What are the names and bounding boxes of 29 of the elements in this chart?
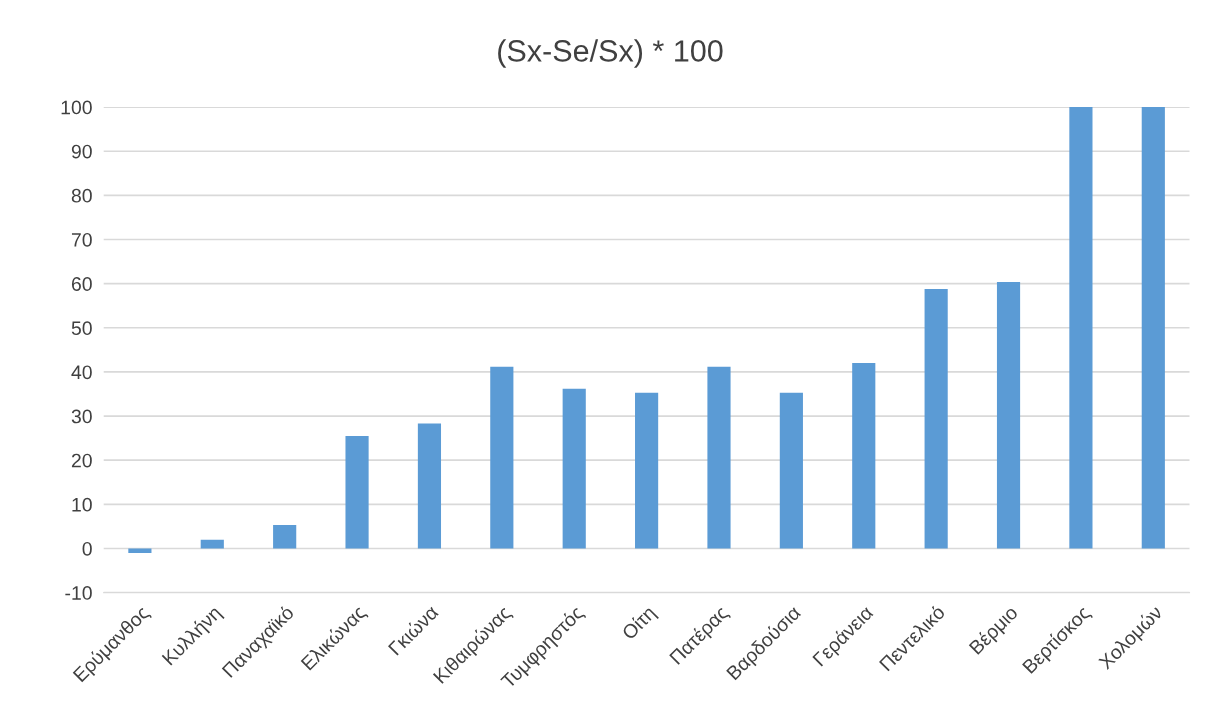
bar — [924, 288, 948, 549]
y-tick-label: 70 — [71, 232, 92, 247]
y-tick-label: 0 — [82, 541, 92, 556]
bar — [852, 363, 876, 549]
y-tick-label: 90 — [71, 144, 92, 159]
bar — [273, 525, 297, 549]
y-tick-label: 80 — [71, 188, 92, 203]
bar — [1069, 107, 1093, 549]
y-tick-label: 10 — [72, 497, 92, 512]
bar — [635, 392, 659, 549]
bar — [562, 388, 586, 549]
chart-title: (Sx-Se/Sx) * 100 — [498, 39, 723, 68]
bar — [417, 423, 442, 549]
bar — [128, 548, 152, 553]
bar — [707, 366, 731, 549]
y-tick-label: 50 — [71, 321, 92, 336]
y-tick-label: 60 — [71, 277, 92, 291]
bar — [779, 392, 803, 549]
x-tick-label: Οίτη — [620, 604, 659, 644]
bar — [996, 281, 1021, 549]
y-tick-label: -10 — [65, 586, 92, 600]
bar — [490, 366, 514, 549]
bar — [1141, 107, 1165, 549]
y-tick-label: 30 — [71, 409, 92, 424]
y-tick-label: 20 — [71, 453, 92, 468]
y-tick-label: 40 — [71, 365, 92, 380]
y-tick-label: 100 — [61, 100, 92, 115]
bar — [345, 435, 369, 549]
bar — [200, 539, 224, 549]
